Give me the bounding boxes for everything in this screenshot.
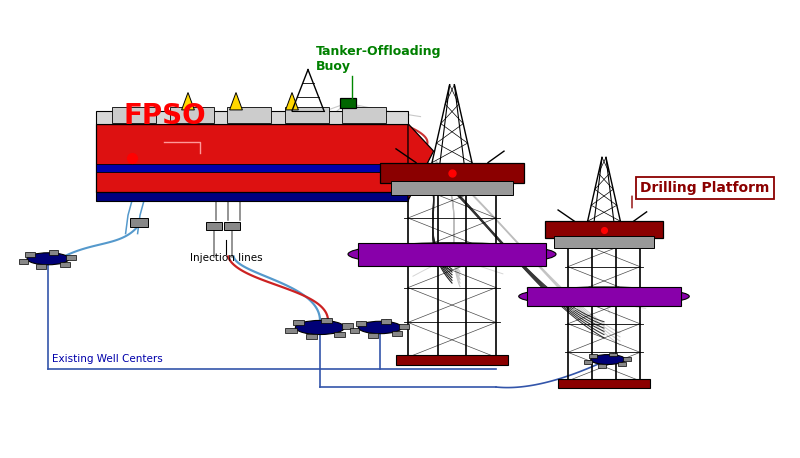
Bar xyxy=(25,252,34,257)
Bar xyxy=(49,251,58,255)
Bar xyxy=(286,328,297,333)
Bar xyxy=(285,107,329,123)
Ellipse shape xyxy=(295,321,345,334)
Bar xyxy=(60,262,70,267)
Polygon shape xyxy=(182,93,194,110)
Ellipse shape xyxy=(518,287,690,306)
Bar xyxy=(96,191,408,201)
Bar xyxy=(224,222,240,230)
Bar xyxy=(170,107,214,123)
Bar xyxy=(527,287,681,306)
Text: Tanker-Offloading
Buoy: Tanker-Offloading Buoy xyxy=(316,45,442,73)
Bar xyxy=(96,164,408,172)
Bar xyxy=(598,364,606,368)
Bar xyxy=(130,218,148,227)
Bar xyxy=(350,328,359,333)
Polygon shape xyxy=(408,124,434,201)
Ellipse shape xyxy=(358,321,402,334)
Bar xyxy=(380,163,524,183)
Bar xyxy=(558,379,650,387)
Text: Existing Well Centers: Existing Well Centers xyxy=(52,354,162,364)
Bar xyxy=(340,98,356,108)
Bar xyxy=(589,354,597,358)
Polygon shape xyxy=(286,93,298,110)
Bar xyxy=(584,360,592,364)
Bar xyxy=(545,221,663,238)
Bar xyxy=(112,107,156,123)
Bar xyxy=(399,324,409,329)
Bar xyxy=(18,259,28,264)
Bar xyxy=(96,111,408,124)
Bar xyxy=(609,353,617,356)
Bar xyxy=(342,323,353,329)
Bar xyxy=(396,355,508,365)
Bar xyxy=(227,107,271,123)
Bar xyxy=(368,333,378,338)
Bar xyxy=(342,107,386,123)
Bar xyxy=(356,321,366,326)
Ellipse shape xyxy=(348,243,556,266)
Bar xyxy=(36,264,46,269)
Bar xyxy=(334,332,346,337)
Bar xyxy=(293,320,304,325)
Bar xyxy=(206,222,222,230)
Bar xyxy=(306,334,318,339)
Text: Injection lines: Injection lines xyxy=(190,253,262,263)
Bar xyxy=(358,243,546,266)
Text: FPSO: FPSO xyxy=(124,102,206,130)
Bar xyxy=(623,357,631,360)
Bar xyxy=(381,319,391,324)
Ellipse shape xyxy=(590,354,626,365)
Polygon shape xyxy=(230,93,242,110)
Bar xyxy=(66,256,76,260)
Bar xyxy=(96,124,408,192)
Bar xyxy=(618,362,626,366)
Bar xyxy=(554,236,654,247)
Bar xyxy=(390,181,514,195)
Bar xyxy=(321,317,332,323)
Bar xyxy=(393,331,402,336)
Ellipse shape xyxy=(27,253,69,265)
Text: Drilling Platform: Drilling Platform xyxy=(640,181,770,195)
